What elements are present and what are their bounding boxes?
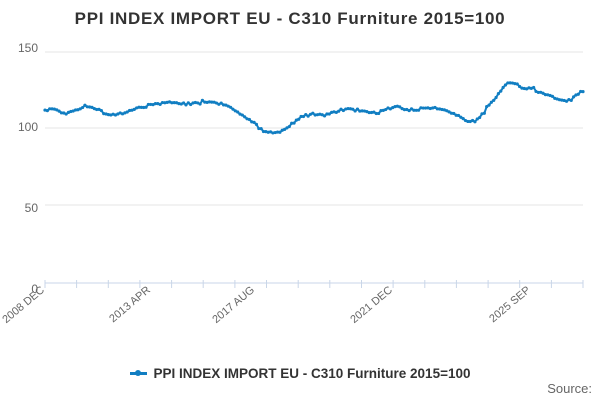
svg-text:50: 50 [25, 201, 39, 215]
svg-text:150: 150 [18, 41, 38, 55]
svg-text:2017 AUG: 2017 AUG [210, 284, 257, 326]
svg-text:2008 DEC: 2008 DEC [0, 284, 47, 326]
svg-text:2021 DEC: 2021 DEC [348, 284, 395, 326]
svg-text:100: 100 [18, 120, 38, 134]
svg-text:2025 SEP: 2025 SEP [487, 284, 533, 325]
svg-text:2013 APR: 2013 APR [107, 284, 153, 325]
